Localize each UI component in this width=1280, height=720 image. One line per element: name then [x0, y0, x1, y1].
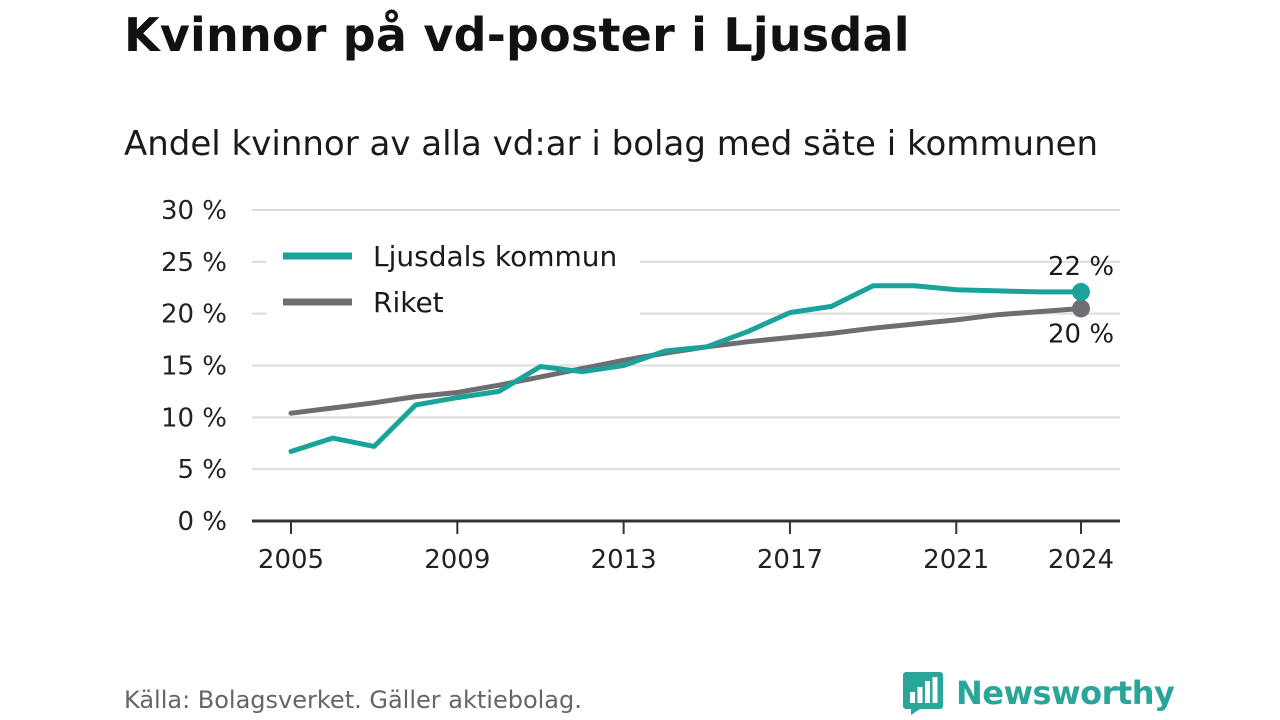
x-tick-label: 2005 — [258, 545, 324, 575]
y-tick-label: 25 % — [161, 248, 227, 278]
y-tick-label: 20 % — [161, 300, 227, 330]
legend-label-1: Riket — [373, 286, 444, 319]
end-label-0: 22 % — [1048, 252, 1114, 282]
y-tick-label: 10 % — [161, 403, 227, 433]
series-line-1 — [288, 306, 1084, 416]
x-tick-label: 2017 — [757, 545, 823, 575]
y-tick-label: 5 % — [177, 455, 227, 485]
page-title: Kvinnor på vd-poster i Ljusdal — [124, 8, 910, 62]
legend-background — [266, 232, 640, 324]
y-axis-tick-labels: 0 % 5 % 10 % 15 % 20 % 25 % 30 % — [161, 196, 227, 537]
x-tick-label: 2021 — [923, 545, 989, 575]
series-line-0 — [288, 283, 1084, 454]
legend-label-0: Ljusdals kommun — [373, 240, 617, 273]
source-note: Källa: Bolagsverket. Gäller aktiebolag. — [124, 686, 582, 714]
brand-logo: Newsworthy — [902, 670, 1175, 716]
y-tick-label: 15 % — [161, 352, 227, 382]
bar-chart-speech-bubble-icon — [903, 672, 943, 715]
end-labels: 22 % 20 % — [1048, 252, 1114, 350]
x-tick-label: 2013 — [591, 545, 657, 575]
series-lines — [288, 282, 1090, 454]
x-tick-label: 2009 — [424, 545, 490, 575]
x-tick-label: 2024 — [1048, 545, 1114, 575]
end-label-1: 20 % — [1048, 319, 1114, 349]
chart-subtitle: Andel kvinnor av alla vd:ar i bolag med … — [124, 124, 1099, 164]
legend: Ljusdals kommun Riket — [266, 232, 640, 324]
brand-name: Newsworthy — [956, 674, 1175, 712]
y-tick-label: 0 % — [177, 507, 227, 537]
series-end-point-0 — [1072, 282, 1090, 301]
series-end-point-1 — [1072, 299, 1090, 318]
y-tick-label: 30 % — [161, 196, 227, 226]
x-axis-tick-labels: 2005 2009 2013 2017 2021 2024 — [258, 545, 1114, 575]
x-axis — [252, 519, 1120, 534]
